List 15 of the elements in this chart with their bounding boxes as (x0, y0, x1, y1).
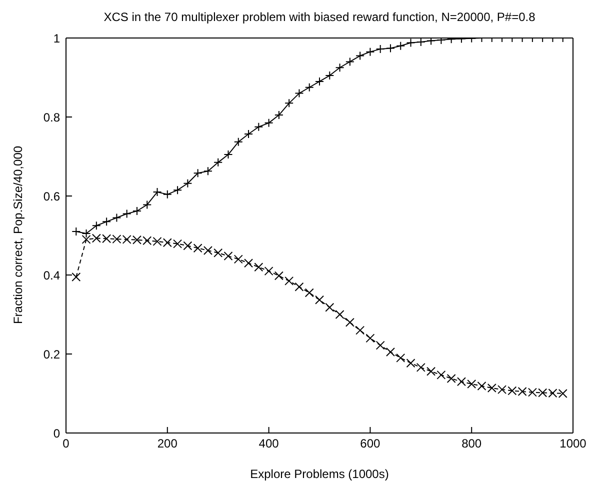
y-tick-label: 0.6 (43, 189, 60, 204)
y-axis-title: Fraction correct, Pop.Size/40,000 (11, 146, 25, 324)
y-tick-label: 0 (53, 426, 60, 440)
y-tick-label: 0.8 (43, 110, 60, 124)
y-tick-label: 1 (53, 31, 60, 46)
x-tick-label: 400 (258, 436, 280, 451)
x-tick-label: 0 (62, 436, 70, 451)
y-tick-label: 0.2 (43, 347, 60, 362)
x-tick-label: 200 (157, 436, 178, 451)
chart-title: XCS in the 70 multiplexer problem with biased reward function, N=20000, P#=0.8 (102, 10, 536, 24)
x-tick-label: 600 (360, 436, 381, 451)
x-tick-label: 800 (462, 436, 482, 451)
x-axis-title: Explore Problems (1000s) (249, 467, 390, 481)
x-tick-label: 1000 (560, 436, 587, 451)
y-tick-label: 0.4 (43, 268, 60, 282)
